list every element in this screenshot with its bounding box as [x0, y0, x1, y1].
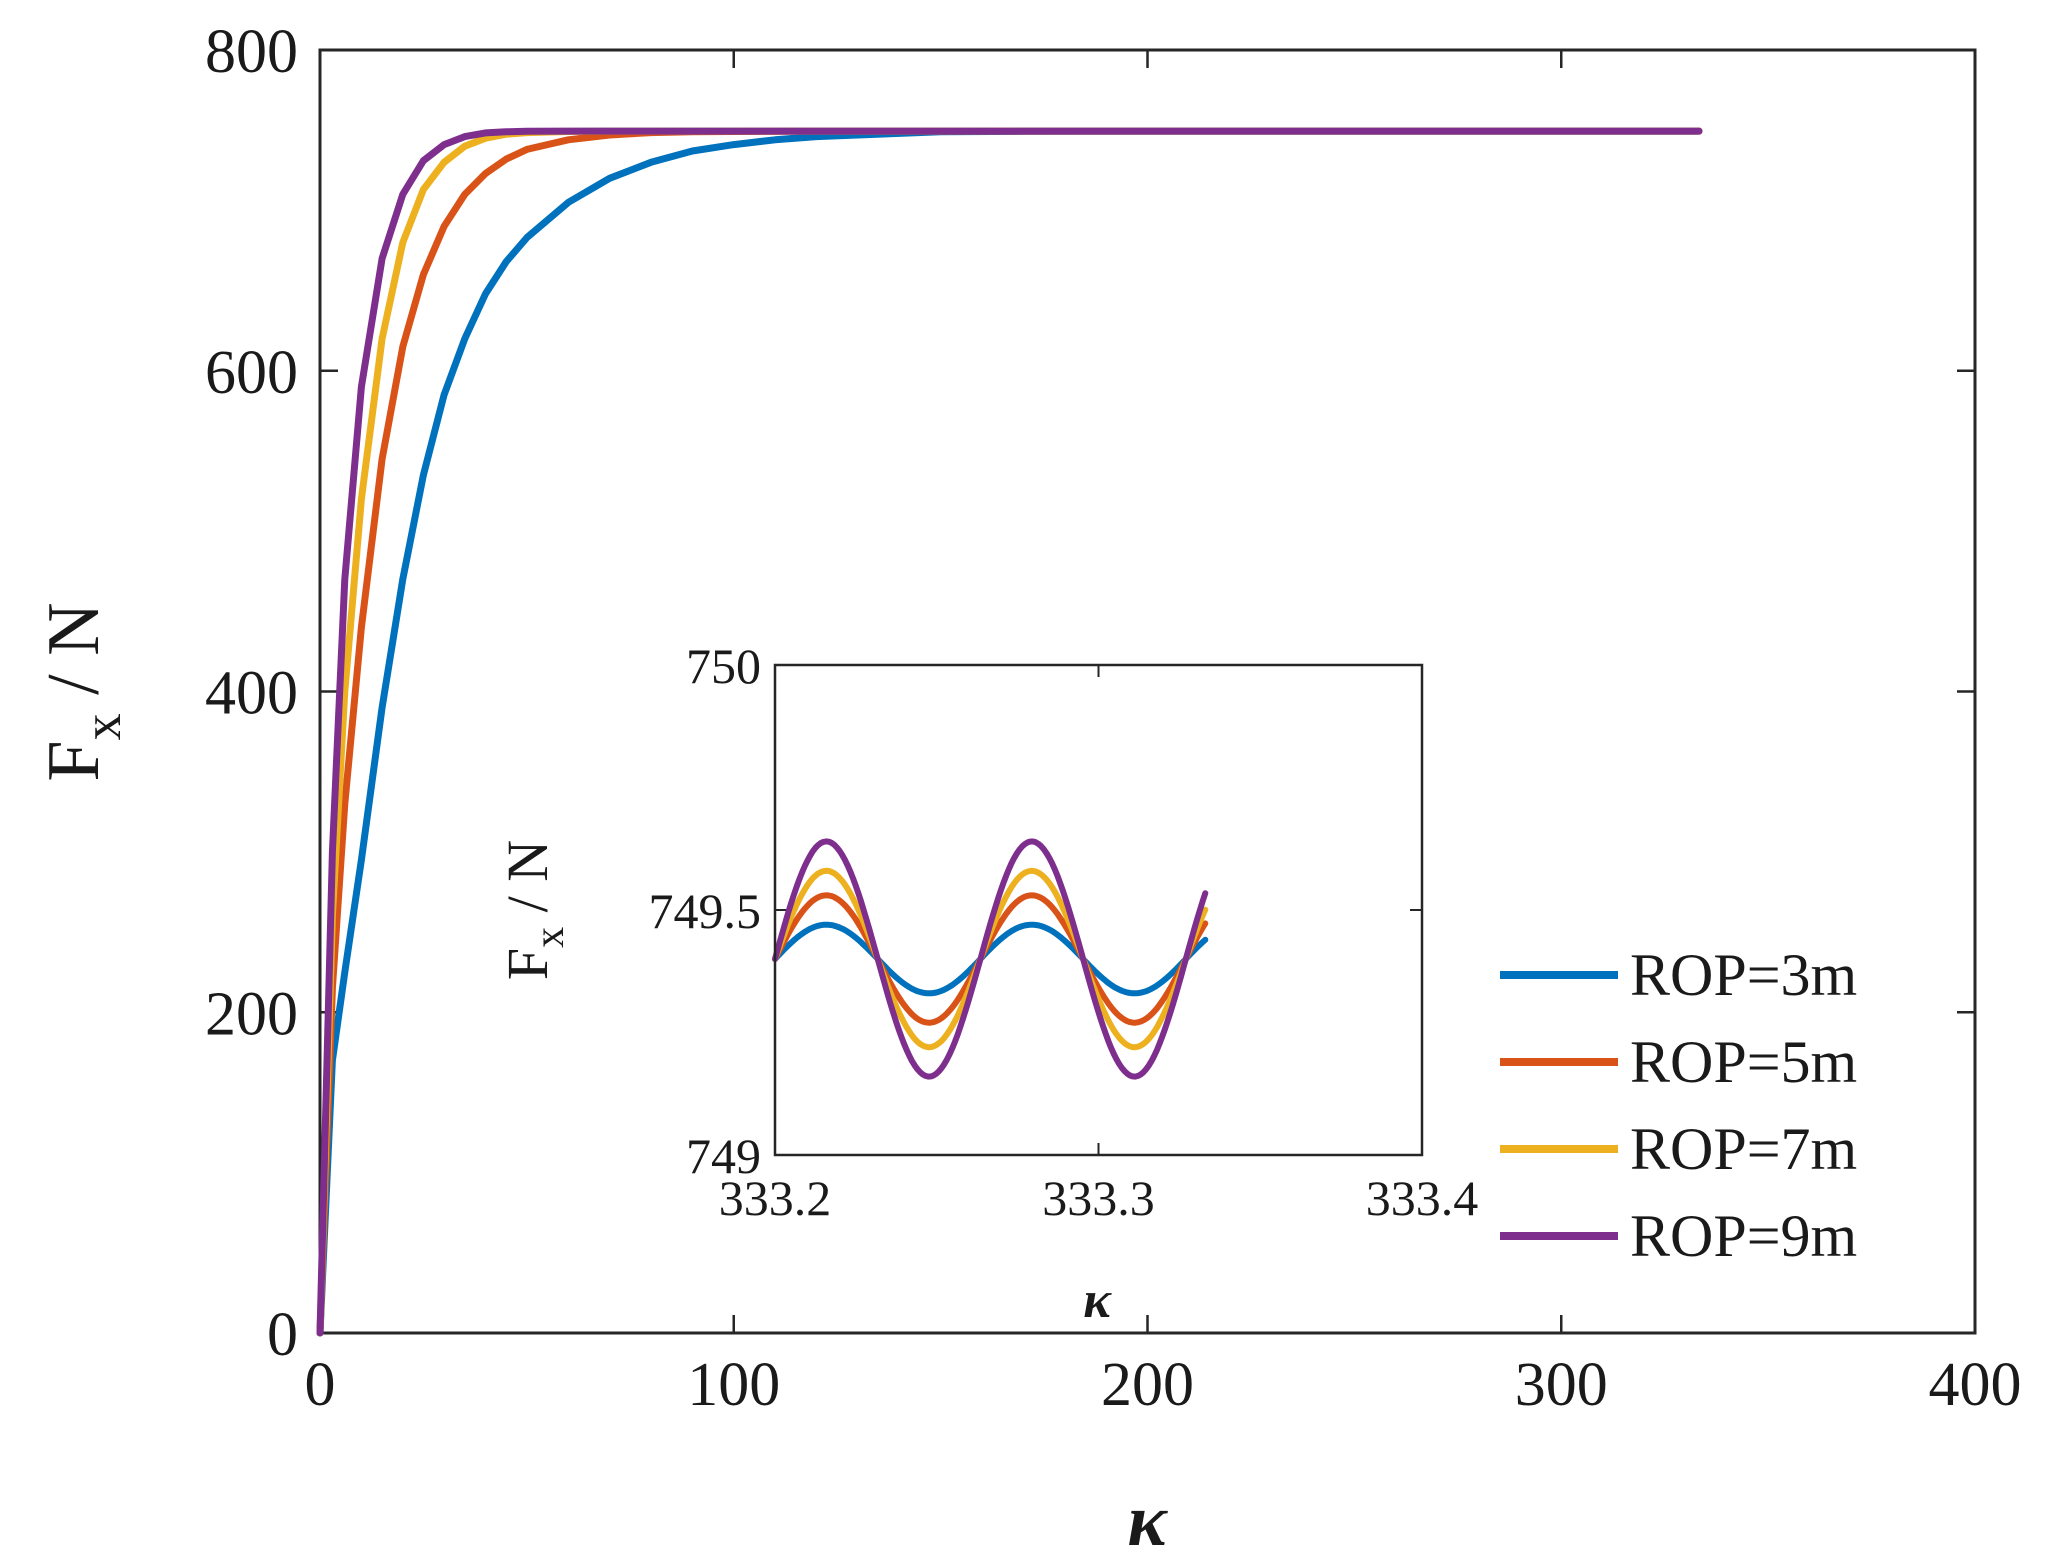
legend-label: ROP=5m: [1630, 1029, 1857, 1095]
main-y-tick-label: 200: [205, 980, 298, 1048]
main-y-axis-label-subscript: x: [72, 713, 132, 740]
inset-background: [775, 665, 1422, 1155]
inset-y-tick-label: 750: [686, 638, 761, 694]
main-y-axis-label-base: F: [33, 740, 115, 781]
main-x-tick-label: 400: [1929, 1351, 2022, 1419]
inset-series: [772, 838, 1209, 1080]
main-x-axis-label: κ: [1127, 1480, 1168, 1562]
legend-label: ROP=7m: [1630, 1116, 1857, 1182]
main-x-tick-label: 300: [1515, 1351, 1608, 1419]
main-ticks: 0 100 200 300 400 0 200 400 600 800: [205, 18, 2022, 1419]
inset-y-axis-label-unit: / N: [495, 840, 560, 927]
legend-label: ROP=9m: [1630, 1203, 1857, 1269]
inset-plot-frame: [773, 663, 1424, 1157]
legend-label: ROP=3m: [1630, 942, 1857, 1008]
main-series: [316, 127, 1703, 1337]
main-y-tick-label: 600: [205, 339, 298, 407]
inset-x-axis-label: κ: [1083, 1272, 1112, 1329]
inset-x-tick-label: 333.4: [1366, 1170, 1479, 1226]
inset-y-axis-label: Fx / N: [495, 840, 573, 980]
inset-x-tick-label: 333.3: [1042, 1170, 1155, 1226]
main-y-tick-label: 0: [267, 1301, 298, 1369]
inset-y-tick-label: 749: [686, 1128, 761, 1184]
inset-y-axis-label-subscript: x: [527, 927, 573, 948]
main-y-tick-label: 800: [205, 18, 298, 86]
inset-x-tick-label: 333.2: [719, 1170, 832, 1226]
main-x-tick-label: 0: [305, 1351, 336, 1419]
main-x-tick-label: 200: [1101, 1351, 1194, 1419]
inset-ticks: 333.2 333.3 333.4 749 749.5 750: [649, 638, 1479, 1226]
inset-series-line: [772, 838, 1209, 1080]
main-series-line: [316, 127, 1703, 1337]
legend: ROP=3m ROP=5m ROP=7m ROP=9m: [1500, 942, 1857, 1269]
main-x-tick-label: 100: [687, 1351, 780, 1419]
inset-y-tick-label: 749.5: [649, 883, 762, 939]
main-y-axis-label-unit: / N: [33, 602, 115, 713]
inset-y-axis-label-base: F: [495, 948, 560, 980]
inset-series-line: [772, 921, 1209, 997]
main-y-axis-label: Fx / N: [33, 602, 132, 781]
main-y-tick-label: 400: [205, 660, 298, 728]
